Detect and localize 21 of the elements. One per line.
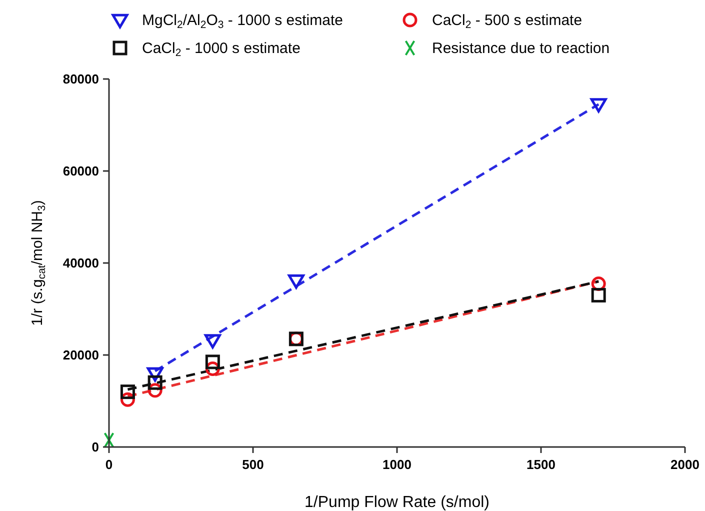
y-tick-label: 60000 xyxy=(62,164,99,178)
y-tick-label: 80000 xyxy=(62,72,99,86)
point xyxy=(204,334,221,349)
x-tick-label: 1500 xyxy=(526,457,556,472)
legend-label: CaCl$_{2}$ - 500 s estimate xyxy=(432,12,582,32)
legend-label: MgCl$_{2}$/Al$_{2}$O$_{3}$ - 1000 s estimate xyxy=(142,12,343,32)
y-tick-label: 40000 xyxy=(62,256,99,270)
legend-label: CaCl$_{2}$ - 1000 s estimate xyxy=(142,40,300,60)
x-tick-label: 0 xyxy=(105,457,113,472)
point xyxy=(591,288,606,302)
y-tick-label: 20000 xyxy=(62,348,99,362)
y-tick-label: 0 xyxy=(92,440,99,454)
x-tick-label: 2000 xyxy=(670,457,700,472)
x-tick-label: 1000 xyxy=(382,457,412,472)
point xyxy=(590,98,607,113)
point xyxy=(288,274,304,289)
legend-label: Resistance due to reaction xyxy=(432,40,610,57)
point xyxy=(120,384,135,400)
point xyxy=(205,354,220,370)
x-axis-title: 1/Pump Flow Rate (s/mol) xyxy=(304,494,490,511)
x-tick-label: 500 xyxy=(242,457,264,472)
